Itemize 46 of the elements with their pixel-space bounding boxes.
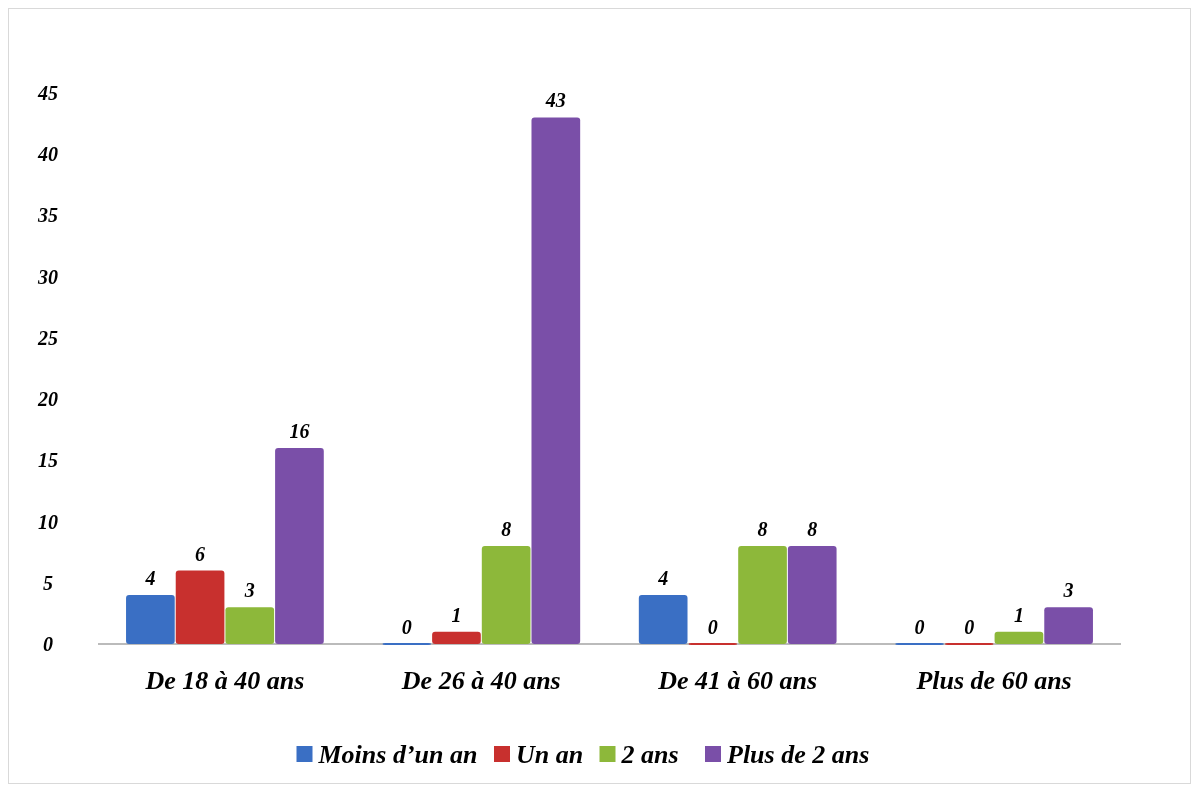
x-tick-label: De 18 à 40 ans	[144, 666, 305, 695]
data-label: 8	[807, 518, 818, 541]
y-tick-label: 5	[43, 571, 53, 594]
y-tick-label: 30	[37, 265, 58, 288]
data-label: 0	[401, 616, 412, 638]
data-label: 16	[289, 420, 310, 443]
x-tick-label: De 41 à 60 ans	[657, 666, 818, 695]
bar	[787, 546, 837, 644]
data-label: 43	[544, 89, 566, 112]
bar	[225, 607, 275, 644]
data-label: 3	[243, 579, 255, 602]
y-tick-label: 45	[37, 82, 58, 104]
x-tick-label: De 26 à 40 ans	[400, 666, 561, 695]
bar	[126, 595, 175, 644]
y-tick-label: 10	[38, 510, 58, 533]
bar	[531, 117, 581, 644]
data-label: 8	[501, 518, 512, 541]
bar	[638, 595, 688, 644]
legend-label: Plus de 2 ans	[726, 740, 870, 770]
x-tick-label: Plus de 60 ans	[915, 666, 1072, 695]
data-label: 4	[144, 567, 156, 590]
bar	[481, 546, 531, 644]
data-label: 3	[1062, 579, 1074, 602]
data-label: 8	[757, 518, 768, 541]
y-tick-label: 25	[37, 326, 58, 349]
bar	[994, 631, 1044, 644]
data-label: 4	[657, 567, 669, 590]
data-label: 0	[914, 616, 925, 638]
data-label: 1	[451, 603, 462, 626]
y-tick-label: 20	[37, 388, 58, 411]
y-tick-label: 40	[37, 143, 58, 166]
legend-label: 2 ans	[620, 740, 679, 770]
bar	[432, 631, 481, 644]
y-tick-label: 0	[43, 633, 53, 655]
bar	[1044, 607, 1093, 644]
data-label: 6	[195, 542, 206, 565]
data-label: 1	[1013, 603, 1024, 626]
data-label: 0	[707, 616, 718, 638]
y-tick-label: 15	[38, 449, 58, 472]
legend-label: Moins d’un an	[317, 740, 478, 770]
legend-label: Un an	[516, 740, 584, 770]
bar	[275, 448, 324, 644]
data-label: 0	[964, 616, 975, 638]
y-tick-label: 35	[37, 204, 58, 227]
bar	[175, 570, 225, 644]
bar	[738, 546, 787, 644]
